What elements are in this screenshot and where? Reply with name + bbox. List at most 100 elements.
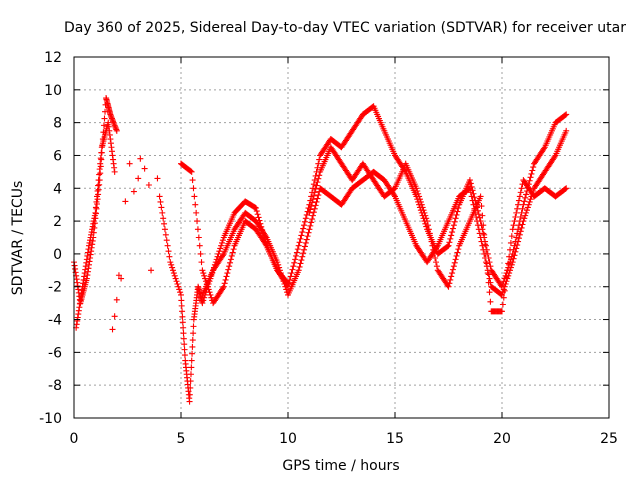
series-track-d	[178, 103, 570, 307]
data-point	[517, 213, 524, 220]
data-point	[514, 205, 521, 212]
data-point	[94, 193, 101, 200]
data-point	[180, 335, 187, 342]
data-point	[429, 242, 436, 249]
data-point	[414, 188, 421, 195]
data-point	[173, 278, 180, 285]
data-point	[101, 115, 108, 122]
data-point	[521, 198, 528, 205]
data-point	[391, 192, 398, 199]
data-point	[294, 246, 301, 253]
data-point	[485, 279, 492, 286]
data-point	[507, 246, 514, 253]
y-tick-label: -8	[48, 378, 62, 394]
data-point	[519, 221, 526, 228]
data-point	[419, 204, 426, 211]
x-tick-label: 0	[70, 431, 79, 447]
data-point	[517, 228, 524, 235]
data-point	[303, 236, 310, 243]
data-point	[262, 241, 269, 248]
data-point	[289, 266, 296, 273]
data-point	[316, 156, 323, 163]
data-point	[315, 192, 322, 199]
data-point	[476, 230, 483, 237]
data-point	[161, 226, 168, 233]
data-point	[224, 270, 231, 277]
data-point	[193, 209, 200, 216]
data-point	[312, 185, 319, 192]
data-point	[512, 248, 519, 255]
data-point	[281, 280, 288, 287]
x-tick-label: 10	[279, 431, 297, 447]
data-point	[466, 185, 473, 192]
y-tick-label: 8	[53, 116, 62, 132]
data-point	[187, 384, 194, 391]
data-point	[190, 185, 197, 192]
data-point	[432, 255, 439, 262]
data-point	[449, 225, 456, 232]
data-point	[313, 198, 320, 205]
data-point	[482, 250, 489, 257]
data-point	[262, 233, 269, 240]
data-point	[314, 195, 321, 202]
data-point	[157, 198, 164, 205]
data-point	[310, 181, 317, 188]
data-point	[163, 237, 170, 244]
data-point	[513, 234, 520, 241]
data-point	[254, 211, 261, 218]
data-point	[175, 283, 182, 290]
data-point	[518, 185, 525, 192]
data-point	[187, 168, 194, 175]
data-point	[179, 308, 186, 315]
data-point	[305, 229, 312, 236]
data-point	[227, 256, 234, 263]
data-point	[92, 209, 99, 216]
data-point	[482, 259, 489, 266]
data-point	[526, 198, 533, 205]
data-point	[194, 218, 201, 225]
data-point	[92, 204, 99, 211]
data-point	[428, 238, 435, 245]
data-point	[170, 270, 177, 277]
data-point	[422, 212, 429, 219]
data-point	[293, 249, 300, 256]
data-point	[115, 272, 122, 279]
series-track-f	[306, 144, 570, 315]
data-point	[478, 203, 485, 210]
data-point	[551, 153, 558, 160]
data-point	[450, 222, 457, 229]
data-point	[453, 252, 460, 259]
data-point	[309, 212, 316, 219]
series-track-c	[156, 193, 291, 405]
data-point	[563, 111, 570, 118]
data-point	[113, 127, 120, 134]
data-point	[315, 175, 322, 182]
data-point	[306, 226, 313, 233]
data-point	[520, 201, 527, 208]
grid-layer	[74, 57, 609, 418]
data-point	[126, 160, 133, 167]
data-point	[118, 275, 125, 282]
data-point	[190, 330, 197, 337]
data-point	[191, 193, 198, 200]
data-point	[311, 189, 318, 196]
data-point	[168, 261, 175, 268]
data-point	[208, 294, 215, 301]
data-point	[188, 364, 195, 371]
data-point	[141, 165, 148, 172]
data-point	[480, 222, 487, 229]
data-point	[523, 209, 530, 216]
data-point	[424, 222, 431, 229]
data-point	[307, 206, 314, 213]
data-point	[527, 196, 534, 203]
data-point	[187, 378, 194, 385]
data-point	[522, 212, 529, 219]
data-point	[312, 172, 319, 179]
data-point	[450, 263, 457, 270]
data-point	[219, 252, 226, 259]
data-point	[447, 276, 454, 283]
y-tick-label: 6	[53, 148, 62, 164]
data-point	[288, 270, 295, 277]
data-point	[447, 235, 454, 242]
data-point	[181, 352, 188, 359]
